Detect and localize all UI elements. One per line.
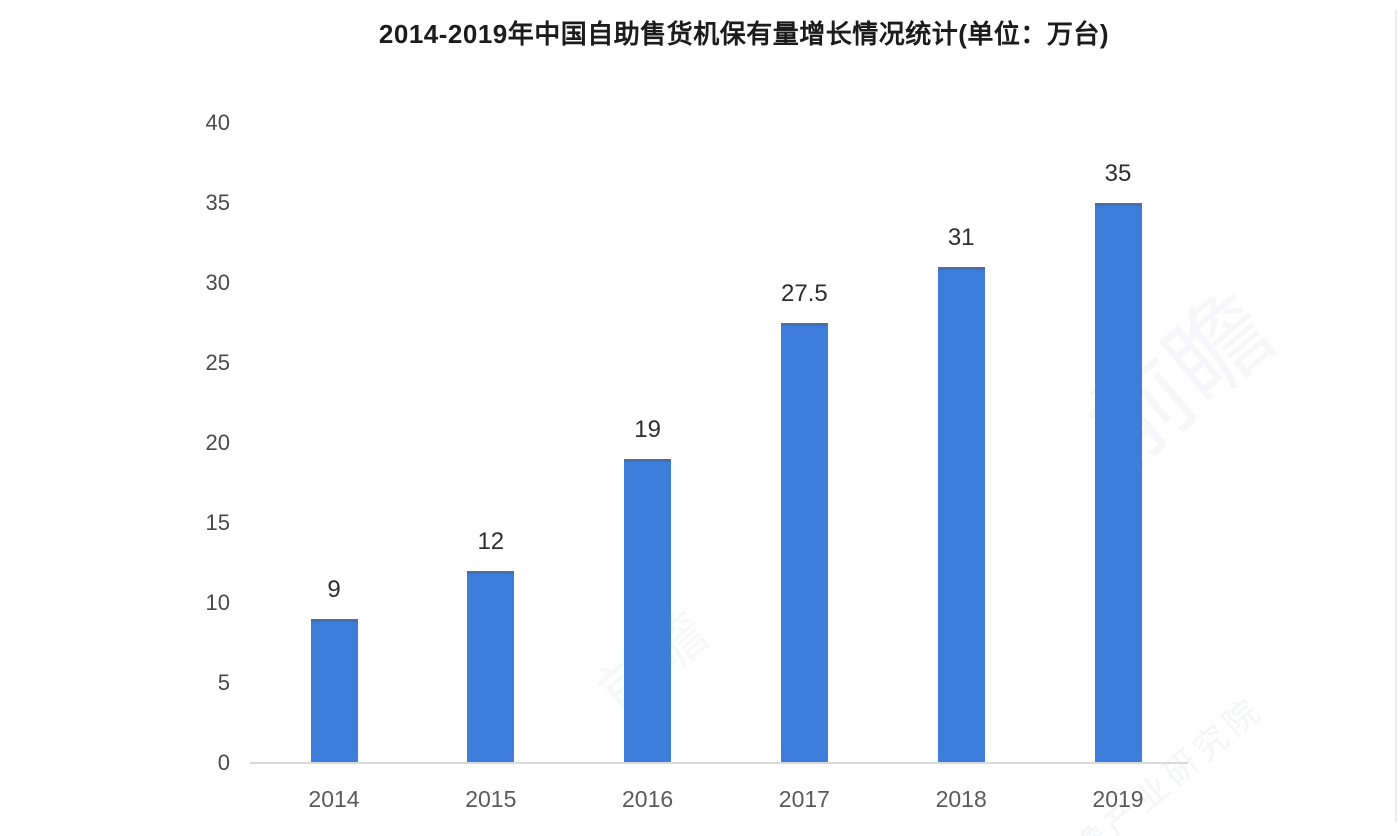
image-right-edge-line [1395, 10, 1397, 822]
bar-2017 [780, 323, 828, 763]
y-tick-label: 25 [205, 350, 230, 375]
bar-2014 [310, 619, 358, 763]
x-axis-line [250, 762, 1188, 764]
bar-value-label: 12 [477, 528, 505, 555]
y-tick-label: 40 [205, 110, 230, 135]
bar-2016 [624, 459, 672, 763]
bar-value-label: 31 [947, 224, 975, 251]
bar-value-label: 35 [1104, 160, 1132, 187]
bar-value-label: 27.5 [781, 280, 828, 307]
x-tick-label: 2019 [1092, 786, 1144, 812]
y-tick-label: 15 [205, 510, 230, 535]
x-tick-label: 2014 [308, 786, 360, 812]
x-tick-label: 2016 [622, 786, 674, 812]
bar-2019 [1094, 203, 1142, 763]
x-tick-label: 2017 [778, 786, 830, 812]
watermark-logo: 前瞻 [1068, 272, 1294, 487]
bar-2018 [937, 267, 985, 763]
bar-value-label: 19 [634, 416, 661, 443]
bar-value-label: 9 [327, 576, 341, 603]
chart-title: 2014-2019年中国自助售货机保有量增长情况统计(单位：万台) [378, 19, 1110, 49]
y-tick-label: 35 [205, 190, 230, 215]
bar-2015 [467, 571, 515, 763]
y-tick-label: 0 [217, 750, 230, 775]
x-tick-label: 2018 [935, 786, 987, 812]
watermark-ribbon: 前瞻产业研究院 [1036, 689, 1271, 836]
y-tick-label: 10 [205, 590, 230, 615]
x-tick-label: 2015 [465, 786, 517, 812]
y-tick-label: 5 [217, 670, 230, 695]
y-tick-label: 30 [205, 270, 230, 295]
y-tick-label: 20 [205, 430, 230, 455]
